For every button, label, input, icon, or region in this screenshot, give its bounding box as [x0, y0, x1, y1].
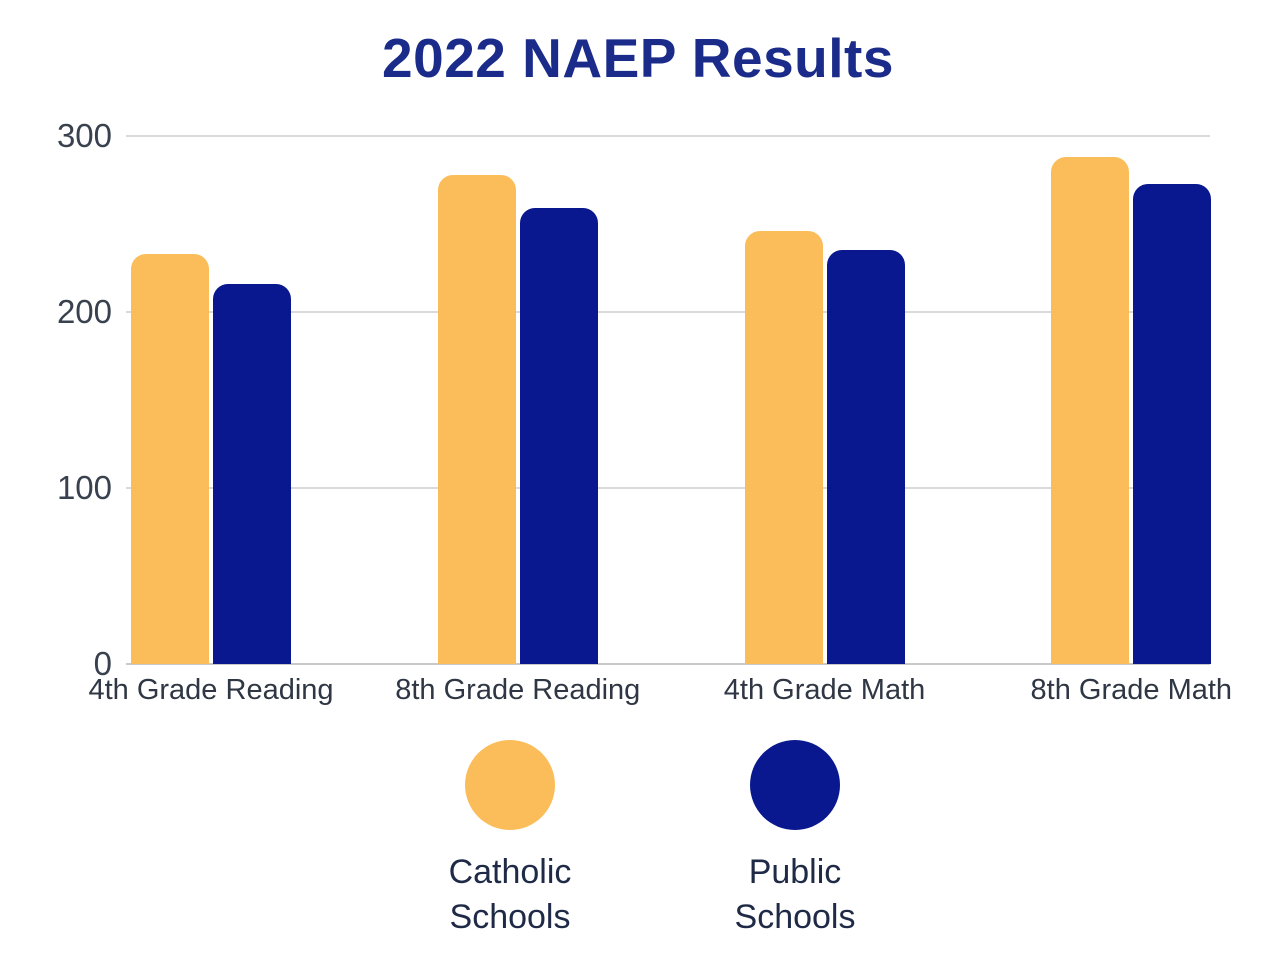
- public-schools-swatch-circle-icon: [750, 740, 840, 830]
- y-tick-label-200: 200: [56, 293, 112, 330]
- x-axis-label-8th-grade-math: 8th Grade Math: [1030, 674, 1233, 706]
- y-tick-label-300: 300: [56, 117, 112, 154]
- y-tick-label-100: 100: [56, 469, 112, 506]
- legend-label-line: Public: [748, 853, 842, 891]
- bar-catholic-schools-4th-grade-math: [744, 231, 823, 664]
- gridline-100: [126, 487, 1210, 489]
- x-axis-label-4th-grade-reading: 4th Grade Reading: [88, 674, 334, 706]
- x-axis-label-4th-grade-math: 4th Grade Math: [723, 674, 926, 706]
- bar-public-schools-8th-grade-math: [1133, 183, 1212, 664]
- chart-title: 2022 NAEP Results: [382, 27, 894, 89]
- legend-item-public-schools: Public Schools: [675, 740, 915, 940]
- bar-catholic-schools-8th-grade-math: [1051, 157, 1130, 664]
- legend-label-line: Schools: [734, 898, 856, 936]
- bar-public-schools-4th-grade-math: [826, 250, 905, 664]
- bar-public-schools-8th-grade-reading: [519, 208, 598, 664]
- y-tick-label-0: 0: [93, 645, 112, 682]
- gridline-200: [126, 311, 1210, 313]
- legend-label-line: Schools: [449, 898, 571, 936]
- x-axis-label-8th-grade-reading: 8th Grade Reading: [395, 674, 641, 706]
- legend-label-line: Catholic: [448, 853, 572, 891]
- legend-item-catholic-schools: Catholic Schools: [390, 740, 630, 940]
- bar-catholic-schools-4th-grade-reading: [131, 253, 209, 664]
- gridline-300: [126, 135, 1210, 137]
- gridline-0: [126, 663, 1210, 665]
- bar-catholic-schools-8th-grade-reading: [437, 174, 516, 664]
- bar-public-schools-4th-grade-reading: [213, 283, 291, 664]
- catholic-schools-swatch-circle-icon: [465, 740, 555, 830]
- legend-label-catholic-schools: Catholic Schools: [449, 850, 572, 940]
- legend-label-public-schools: Public Schools: [735, 850, 856, 940]
